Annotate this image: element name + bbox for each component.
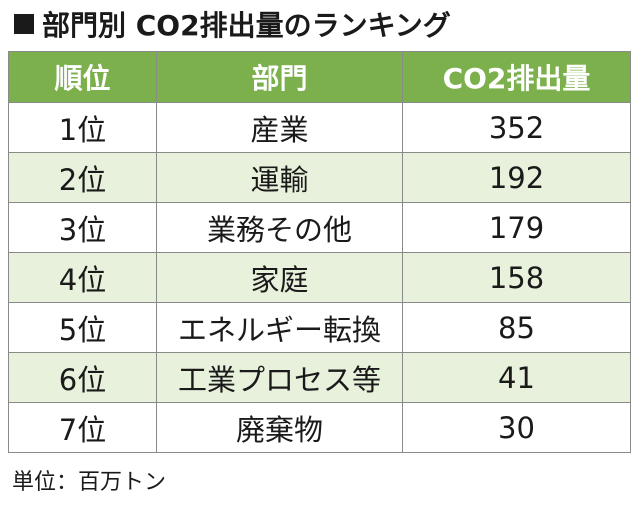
co2-cell: 192 xyxy=(402,152,631,203)
page-title: 部門別 CO2排出量のランキング xyxy=(14,4,451,44)
rank-cell: 6位 xyxy=(8,352,157,403)
header-rank: 順位 xyxy=(8,51,157,103)
co2-cell: 41 xyxy=(402,352,631,403)
header-sector: 部門 xyxy=(156,51,403,103)
co2-cell: 179 xyxy=(402,202,631,253)
table-row: 4位 家庭 158 xyxy=(8,252,631,303)
table-row: 6位 工業プロセス等 41 xyxy=(8,352,631,403)
table-row: 1位 産業 352 xyxy=(8,102,631,153)
sector-cell: 家庭 xyxy=(156,252,403,303)
table-row: 5位 エネルギー転換 85 xyxy=(8,302,631,353)
sector-cell: エネルギー転換 xyxy=(156,302,403,353)
table-row: 7位 廃棄物 30 xyxy=(8,402,631,453)
rank-cell: 4位 xyxy=(8,252,157,303)
sector-cell: 運輸 xyxy=(156,152,403,203)
sector-cell: 工業プロセス等 xyxy=(156,352,403,403)
sector-cell: 業務その他 xyxy=(156,202,403,253)
ranking-table: 順位 部門 CO2排出量 1位 産業 352 2位 運輸 192 3位 業務その… xyxy=(8,51,631,453)
rank-cell: 7位 xyxy=(8,402,157,453)
unit-note: 単位：百万トン xyxy=(12,470,167,495)
co2-cell: 85 xyxy=(402,302,631,353)
rank-cell: 3位 xyxy=(8,202,157,253)
square-bullet-icon xyxy=(14,14,34,34)
table-header-row: 順位 部門 CO2排出量 xyxy=(8,51,631,103)
table-row: 2位 運輸 192 xyxy=(8,152,631,203)
sector-cell: 廃棄物 xyxy=(156,402,403,453)
table-row: 3位 業務その他 179 xyxy=(8,202,631,253)
rank-cell: 1位 xyxy=(8,102,157,153)
co2-cell: 158 xyxy=(402,252,631,303)
co2-cell: 352 xyxy=(402,102,631,153)
header-co2: CO2排出量 xyxy=(402,51,631,103)
rank-cell: 5位 xyxy=(8,302,157,353)
sector-cell: 産業 xyxy=(156,102,403,153)
title-text: 部門別 CO2排出量のランキング xyxy=(42,9,451,42)
co2-cell: 30 xyxy=(402,402,631,453)
rank-cell: 2位 xyxy=(8,152,157,203)
